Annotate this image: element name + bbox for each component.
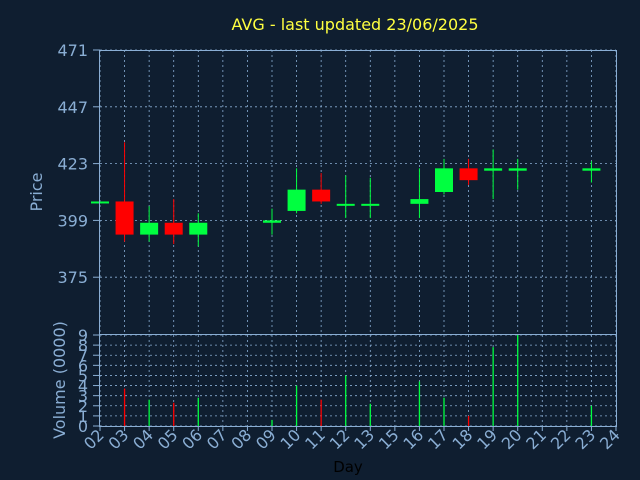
- candle-body: [312, 189, 331, 202]
- price-candles: [91, 142, 601, 247]
- candle-body: [410, 199, 429, 204]
- x-tick-label: 20: [498, 425, 526, 453]
- volume-y-tick-label: 6: [78, 356, 88, 375]
- price-y-tick-label: 447: [57, 98, 88, 117]
- candle-body: [361, 203, 380, 206]
- volume-plot-frame: [99, 334, 617, 427]
- candle-body: [287, 189, 306, 211]
- candle-body: [435, 168, 453, 192]
- volume-y-tick-label: 4: [78, 377, 88, 396]
- x-axis-label: Day: [333, 458, 363, 476]
- chart-title: AVG - last updated 23/06/2025: [232, 15, 479, 34]
- x-tick-label: 22: [547, 425, 575, 453]
- x-tick-label: 08: [227, 425, 255, 453]
- x-tick-label: 07: [203, 425, 231, 453]
- candle-body: [336, 203, 355, 206]
- x-tick-label: 24: [596, 425, 624, 453]
- x-tick-label: 21: [522, 425, 550, 453]
- volume-y-tick-label: 0: [78, 417, 88, 436]
- candle-body: [459, 168, 478, 181]
- volume-bars: [123, 335, 593, 426]
- x-tick-label: 23: [571, 425, 599, 453]
- volume-y-tick-label: 2: [78, 397, 88, 416]
- price-axis-label: Price: [27, 172, 46, 211]
- x-tick-label: 03: [105, 425, 133, 453]
- candle-body: [484, 168, 503, 171]
- price-plot-frame: [99, 50, 617, 335]
- x-tick-label: 11: [301, 425, 329, 453]
- candle-body: [263, 220, 281, 223]
- x-tick-label: 13: [350, 425, 378, 453]
- candle-body: [164, 222, 183, 235]
- x-tick-label: 18: [449, 425, 477, 453]
- price-y-tick-label: 399: [57, 211, 88, 230]
- price-gridlines: [99, 49, 617, 334]
- x-tick-label: 06: [178, 425, 206, 453]
- price-y-tick-label: 423: [57, 155, 88, 174]
- x-tick-label: 17: [424, 425, 452, 453]
- volume-y-tick-label: 9: [78, 326, 88, 345]
- price-y-tick-labels: 471 447 423 399 375: [57, 41, 100, 287]
- candle-body: [115, 201, 134, 235]
- candle-body: [582, 168, 601, 171]
- volume-y-tick-label: 1: [78, 407, 88, 426]
- candle-body: [508, 168, 527, 171]
- price-y-tick-label: 375: [57, 268, 88, 287]
- x-tick-label: 09: [252, 425, 280, 453]
- volume-y-tick-label: 7: [78, 346, 88, 365]
- volume-y-tick-label: 5: [78, 366, 88, 385]
- price-y-tick-label: 471: [57, 41, 88, 60]
- candle-body: [189, 222, 208, 235]
- x-tick-label: 16: [399, 425, 427, 453]
- x-tick-label: 05: [154, 425, 182, 453]
- volume-gridlines: [99, 334, 617, 427]
- x-tick-label: 19: [473, 425, 501, 453]
- volume-y-tick-label: 8: [78, 336, 88, 355]
- candle-body: [140, 222, 159, 235]
- x-tick-labels: 0203040506070809101112131516171819202122…: [80, 425, 624, 453]
- x-tick-label: 04: [129, 425, 157, 453]
- x-tick-label: 15: [375, 425, 403, 453]
- x-tick-label: 10: [277, 425, 305, 453]
- x-tick-label: 12: [326, 425, 354, 453]
- volume-y-tick-label: 3: [78, 387, 88, 406]
- volume-axis-label: Volume (0000): [50, 321, 69, 439]
